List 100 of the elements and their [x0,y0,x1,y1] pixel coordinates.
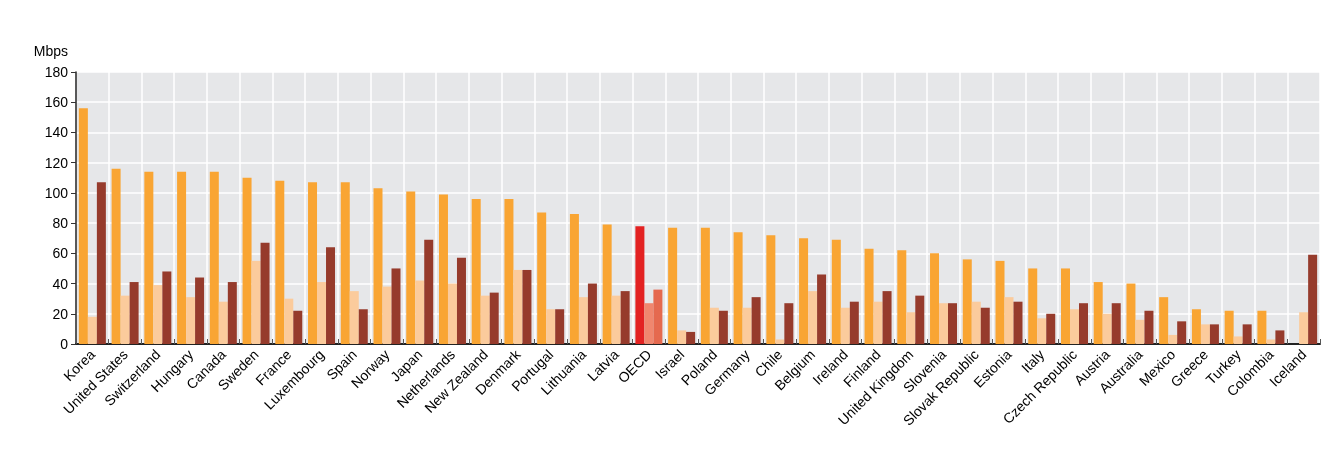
bar [284,298,294,344]
bar [718,310,728,344]
bar [1233,336,1243,344]
bar [1224,310,1234,344]
bar [906,312,916,344]
bar [153,285,163,344]
bar [971,301,981,344]
bar [513,269,523,344]
bar [751,297,761,344]
bar [587,283,597,344]
bar [186,297,196,344]
y-tick-label: 20 [52,305,69,322]
bar [849,301,859,344]
bar [700,227,710,344]
bar [438,194,448,344]
bar [96,182,106,344]
bar [251,260,261,344]
y-tick-label: 120 [44,154,69,171]
bar [177,171,187,344]
bar [260,242,270,344]
y-tick-label: 180 [44,64,69,80]
bar [882,291,892,344]
bar [111,168,121,344]
y-tick-label: 140 [44,124,69,141]
bar [995,260,1005,344]
bar [897,250,907,344]
bar [775,339,785,344]
bar [1028,268,1038,344]
bar [962,259,972,344]
bar [275,180,285,344]
bar [1102,313,1112,344]
bar [555,309,565,344]
bar [489,292,499,344]
bar [1209,324,1219,344]
bar [1299,312,1309,344]
bar [227,282,237,344]
bar [317,282,327,344]
bar [480,295,490,344]
bar [930,253,940,344]
bar [766,235,776,344]
bar [358,309,368,344]
bar [293,310,303,344]
bar [1069,309,1079,344]
bar [742,307,752,344]
bar [406,191,416,344]
bar [1046,313,1056,344]
bar [653,289,663,344]
bar [1004,297,1014,344]
bar [1308,254,1318,344]
bar [620,291,630,344]
bar [471,198,481,344]
bar [980,307,990,344]
bar [162,271,172,344]
bar [349,291,359,344]
bar [831,239,841,344]
bar [1191,309,1201,344]
bar [915,295,925,344]
bar [424,239,434,344]
bar [784,303,794,344]
bar [602,224,612,344]
bar [611,295,621,344]
bar [733,232,743,344]
y-tick-label: 60 [52,245,69,262]
bar [195,277,205,344]
bar [799,238,809,344]
bar [817,274,827,344]
bar [120,295,130,344]
bar [578,297,588,344]
bar [1078,303,1088,344]
bar [948,303,958,344]
bar [308,182,318,344]
bar [209,171,219,344]
bar [1135,319,1145,344]
bar [129,282,139,344]
bar [373,188,383,344]
bar [340,182,350,344]
bar [391,268,401,344]
bar [873,301,883,344]
bar [504,198,514,344]
bar [447,283,457,344]
bar [1200,324,1210,344]
bar [1093,282,1103,344]
bar [1013,301,1023,344]
bar [1242,324,1252,344]
bar [635,226,645,344]
bar [546,309,556,344]
bar [644,303,654,344]
bar [569,214,579,344]
bar [864,248,874,344]
bar [522,269,532,344]
bar [537,212,547,344]
bar [1144,310,1154,344]
bar [78,108,88,344]
bar [1257,310,1267,344]
bar [840,307,850,344]
bar [1177,321,1187,344]
bar [242,177,252,344]
bar [1159,297,1169,344]
bar [326,247,336,344]
y-axis-title: Mbps [33,43,68,59]
